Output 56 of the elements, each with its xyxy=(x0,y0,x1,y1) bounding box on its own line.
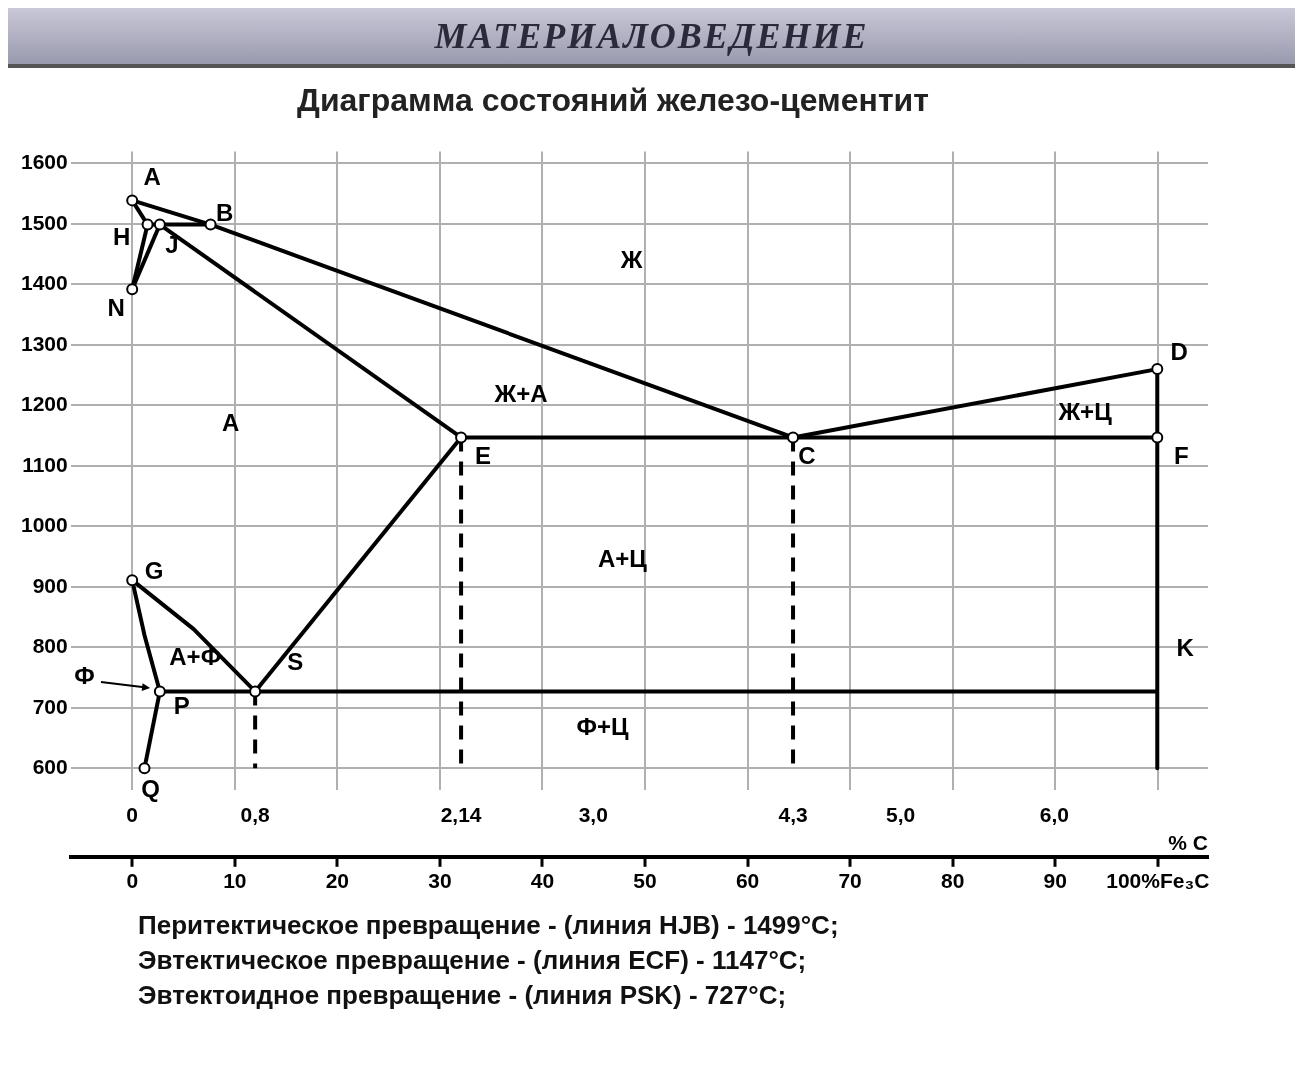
x2-tick-label: 90 xyxy=(1043,869,1067,893)
chart-subtitle: Диаграмма состояний железо-цементит xyxy=(297,82,929,119)
data-label: N xyxy=(107,293,125,321)
annotation: Ж+А xyxy=(493,380,548,408)
annotation: А+Ц xyxy=(598,545,648,573)
x2-tick-label: 60 xyxy=(735,869,760,893)
x2-tick-label: 50 xyxy=(633,869,657,893)
data-label: B xyxy=(215,199,234,227)
x2-tick-label: 70 xyxy=(838,869,862,893)
annotation: K xyxy=(1176,634,1195,662)
x2-tick-label: 100%Fe₃C xyxy=(1106,869,1210,893)
data-label: Q xyxy=(141,774,160,802)
y-tick-label: 700 xyxy=(32,694,68,718)
x2-tick-label: 40 xyxy=(530,869,555,893)
data-label: C xyxy=(798,442,816,470)
x-tick-label: 5,0 xyxy=(886,802,916,826)
annotation: Ф xyxy=(74,662,95,690)
y-tick-label: 800 xyxy=(32,634,68,658)
y-tick-label: 1600 xyxy=(21,150,68,174)
y-tick-label: 1100 xyxy=(22,452,68,476)
annotation: А xyxy=(221,408,240,436)
x-tick-label: 6,0 xyxy=(1039,802,1069,826)
annotation: Ж xyxy=(619,246,643,274)
x2-tick-label: 20 xyxy=(325,869,350,893)
x-tick-label: 3,0 xyxy=(578,802,608,826)
text: Эвтектоидное превращение - (линия PSK) - 727°C; xyxy=(138,979,788,1012)
text: Эвтектическое превращение - (линия ECF) - 1147°C; xyxy=(138,944,808,977)
data-label: E xyxy=(475,442,492,470)
x-tick-label: 0,8 xyxy=(240,802,271,826)
y-tick-label: 1400 xyxy=(21,271,68,295)
x2-tick-label: 10 xyxy=(223,869,247,893)
annotation: Ф+Ц xyxy=(576,712,629,740)
x-tick-label: 4,3 xyxy=(778,802,808,826)
y-tick-label: 1300 xyxy=(21,331,68,355)
annotation: Ж+Ц xyxy=(1057,397,1113,425)
y-tick-label: 1000 xyxy=(21,513,68,537)
x-tick-label: 2,14 xyxy=(440,802,482,826)
chart-title: МАТЕРИАЛОВЕДЕНИЕ xyxy=(434,15,869,57)
x-tick-label: 0 xyxy=(126,802,139,826)
data-label: P xyxy=(173,692,190,720)
data-label: H xyxy=(112,223,131,251)
data-label: A xyxy=(143,163,161,191)
y-tick-label: 900 xyxy=(32,573,68,597)
x2-tick-label: 80 xyxy=(940,869,965,893)
x-axis-title: % C xyxy=(1168,831,1208,854)
y-tick-label: 1500 xyxy=(21,210,68,234)
text: Перитектическое превращение - (линия HJB) - 1499°C; xyxy=(138,909,840,942)
y-tick-label: 1200 xyxy=(21,392,68,416)
x2-tick-label: 0 xyxy=(126,869,139,893)
y-tick-label: 600 xyxy=(32,755,68,779)
x2-tick-label: 30 xyxy=(428,869,452,893)
data-label: D xyxy=(1170,337,1188,365)
data-label: G xyxy=(144,556,164,584)
data-label: F xyxy=(1173,442,1189,470)
data-label: S xyxy=(287,648,304,676)
data-label: J xyxy=(165,231,179,259)
